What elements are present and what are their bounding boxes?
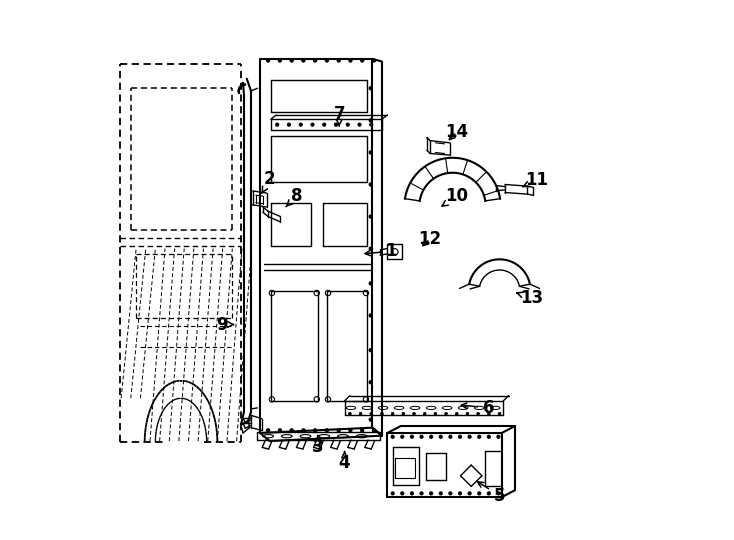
Circle shape — [487, 413, 490, 415]
Circle shape — [349, 59, 352, 62]
Circle shape — [349, 429, 352, 432]
Circle shape — [290, 59, 294, 62]
Circle shape — [369, 183, 372, 186]
Text: 14: 14 — [446, 123, 468, 141]
Circle shape — [290, 429, 294, 432]
Circle shape — [391, 435, 394, 438]
Circle shape — [369, 151, 372, 154]
Circle shape — [323, 123, 326, 126]
Circle shape — [299, 123, 302, 126]
Circle shape — [466, 413, 469, 415]
Circle shape — [410, 435, 413, 438]
Circle shape — [372, 59, 376, 62]
Circle shape — [477, 413, 479, 415]
Text: 7: 7 — [333, 105, 345, 126]
Circle shape — [349, 413, 352, 415]
Circle shape — [456, 413, 458, 415]
Circle shape — [420, 435, 423, 438]
Circle shape — [459, 435, 462, 438]
Circle shape — [439, 492, 443, 495]
Circle shape — [445, 413, 448, 415]
Circle shape — [370, 413, 373, 415]
Circle shape — [337, 59, 341, 62]
Circle shape — [369, 247, 372, 250]
Circle shape — [311, 123, 314, 126]
Circle shape — [369, 348, 372, 352]
Circle shape — [468, 435, 471, 438]
Circle shape — [313, 429, 317, 432]
Circle shape — [278, 429, 281, 432]
Text: 4: 4 — [338, 451, 350, 472]
Text: 2: 2 — [262, 170, 275, 193]
Text: 9: 9 — [216, 315, 233, 334]
Circle shape — [478, 435, 481, 438]
Circle shape — [497, 435, 500, 438]
Text: 8: 8 — [286, 187, 302, 207]
Circle shape — [410, 492, 413, 495]
Circle shape — [434, 413, 437, 415]
Circle shape — [325, 429, 329, 432]
Circle shape — [459, 492, 462, 495]
Circle shape — [448, 435, 452, 438]
Circle shape — [278, 59, 281, 62]
Circle shape — [359, 413, 362, 415]
Circle shape — [478, 492, 481, 495]
Circle shape — [424, 413, 426, 415]
Circle shape — [448, 492, 452, 495]
Circle shape — [302, 429, 305, 432]
Circle shape — [346, 123, 349, 126]
Circle shape — [302, 59, 305, 62]
Circle shape — [275, 123, 279, 126]
Circle shape — [288, 123, 291, 126]
Circle shape — [369, 215, 372, 218]
Circle shape — [372, 429, 376, 432]
Circle shape — [413, 413, 415, 415]
Text: 1: 1 — [365, 242, 397, 260]
Circle shape — [266, 59, 269, 62]
Circle shape — [429, 435, 433, 438]
Circle shape — [420, 492, 423, 495]
Circle shape — [369, 418, 372, 421]
Text: 11: 11 — [523, 171, 548, 189]
Circle shape — [391, 413, 394, 415]
Circle shape — [369, 314, 372, 317]
Circle shape — [402, 413, 404, 415]
Circle shape — [391, 492, 394, 495]
Text: 3: 3 — [312, 435, 324, 456]
Circle shape — [487, 492, 490, 495]
Circle shape — [369, 119, 372, 122]
Circle shape — [468, 492, 471, 495]
Text: 6: 6 — [461, 399, 495, 417]
Circle shape — [401, 492, 404, 495]
Circle shape — [401, 435, 404, 438]
Circle shape — [337, 429, 341, 432]
Circle shape — [335, 123, 338, 126]
Circle shape — [487, 435, 490, 438]
Text: 12: 12 — [418, 230, 442, 248]
Circle shape — [358, 123, 361, 126]
Circle shape — [313, 59, 317, 62]
Circle shape — [497, 492, 500, 495]
Text: 13: 13 — [517, 289, 543, 307]
Circle shape — [369, 282, 372, 285]
Text: 5: 5 — [478, 482, 505, 504]
Circle shape — [369, 381, 372, 384]
Circle shape — [381, 413, 383, 415]
Text: 10: 10 — [442, 187, 468, 206]
Circle shape — [439, 435, 443, 438]
Circle shape — [498, 413, 501, 415]
Circle shape — [360, 429, 364, 432]
Circle shape — [369, 87, 372, 90]
Circle shape — [370, 123, 373, 126]
Circle shape — [325, 59, 329, 62]
Circle shape — [266, 429, 269, 432]
Circle shape — [429, 492, 433, 495]
Circle shape — [360, 59, 364, 62]
